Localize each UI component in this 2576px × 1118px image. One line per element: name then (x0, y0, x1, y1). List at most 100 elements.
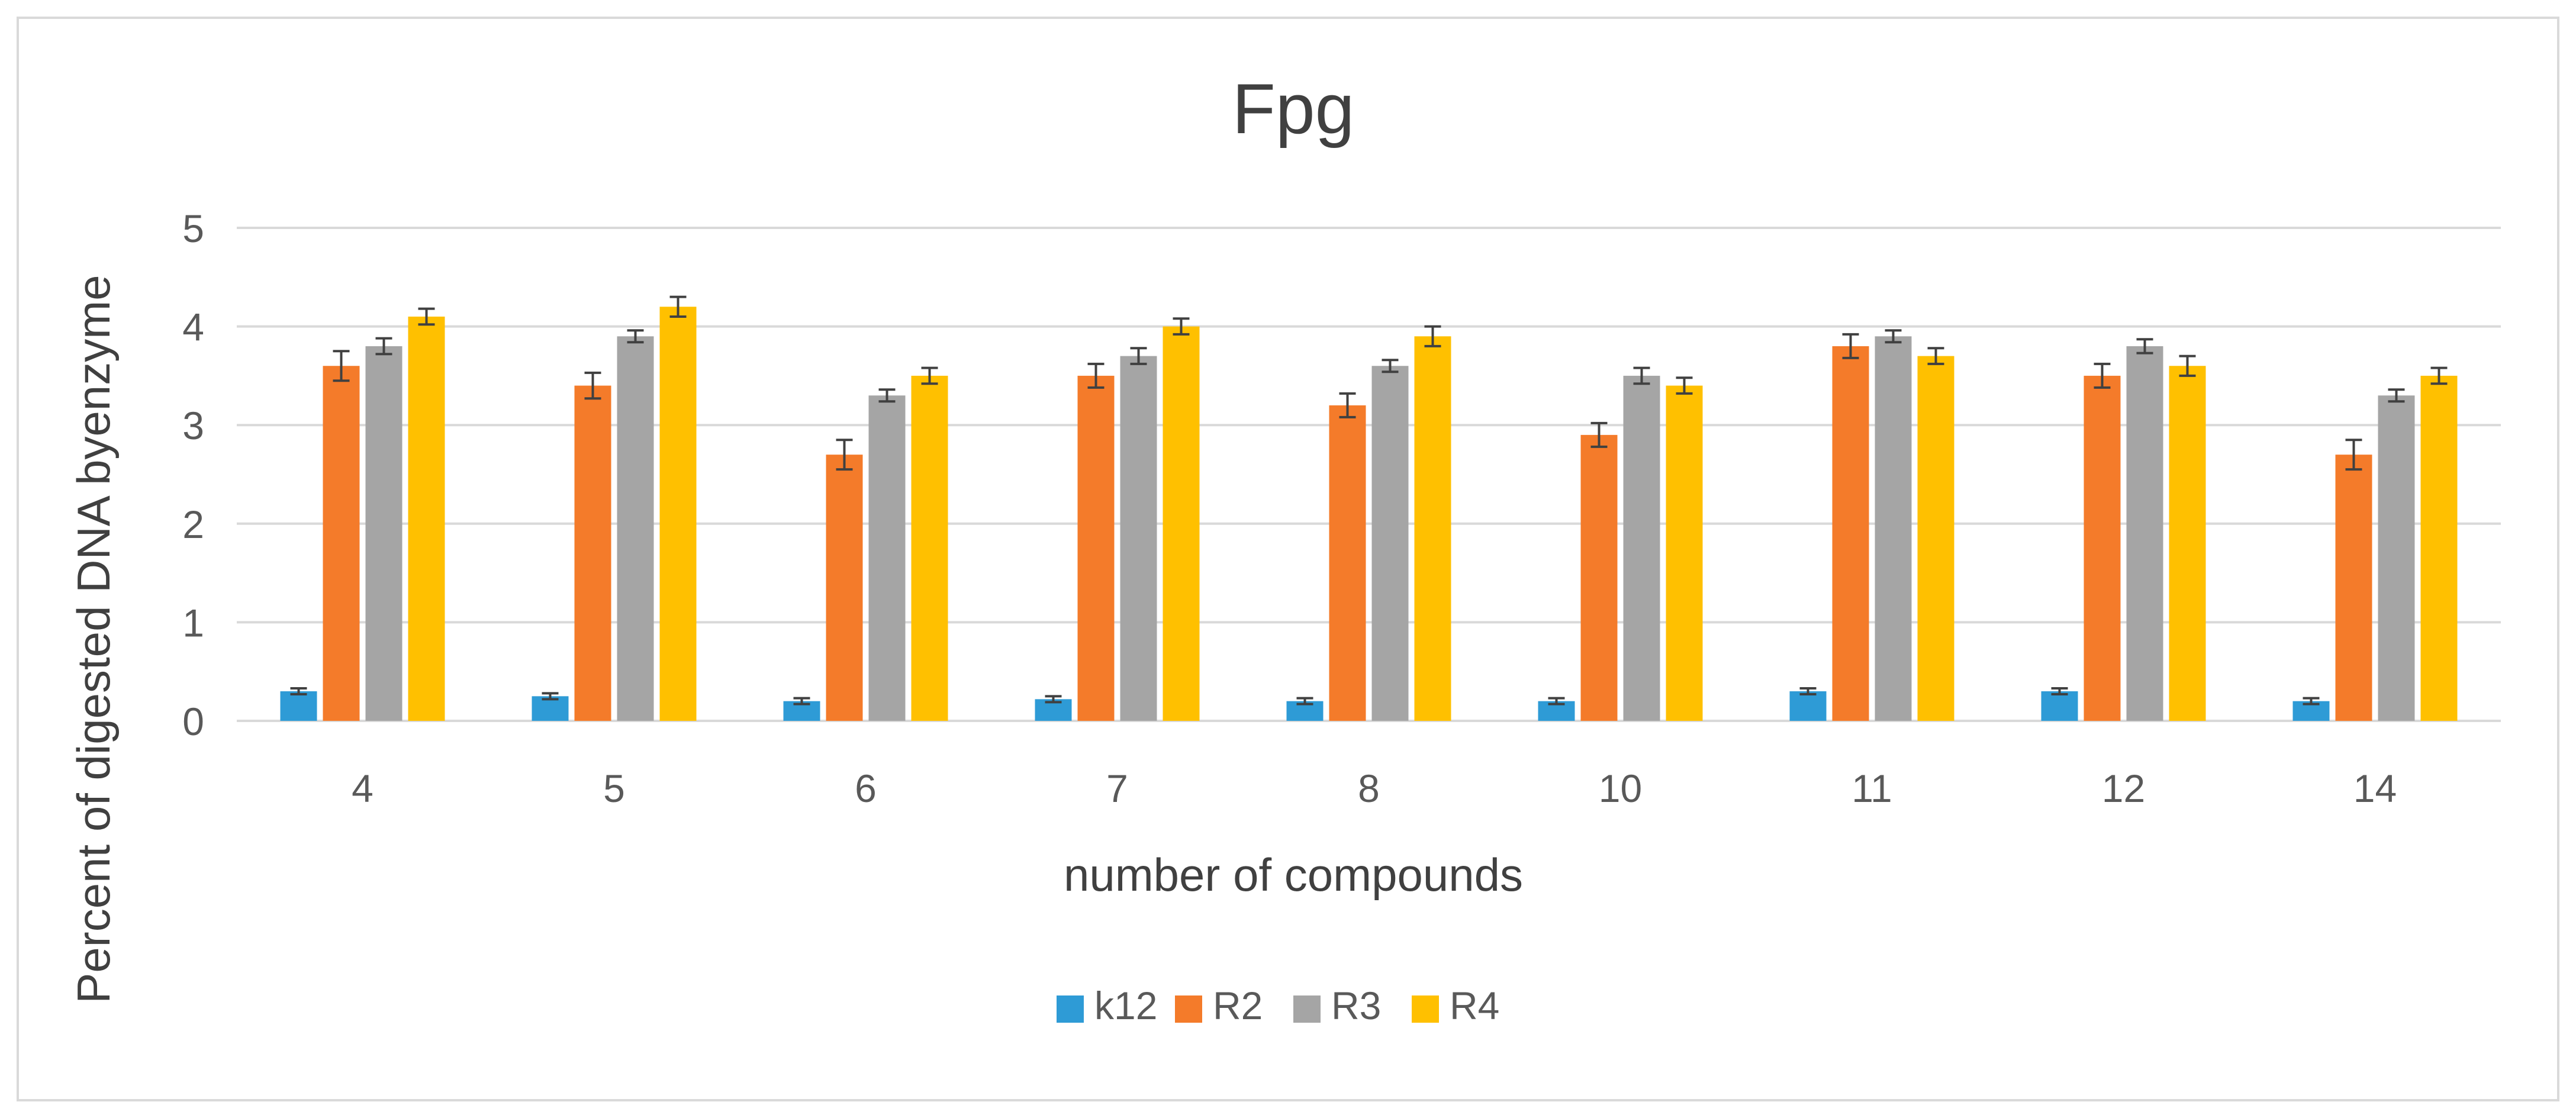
error-bar (1927, 347, 1944, 365)
error-bar (669, 295, 687, 318)
x-tick-label: 7 (1106, 766, 1128, 810)
error-bar (2136, 338, 2153, 355)
bar-R2 (1329, 405, 1366, 721)
error-bar (2345, 439, 2362, 471)
error-bar (584, 371, 601, 400)
chart-title: Fpg (1232, 69, 1355, 149)
error-bar (2303, 697, 2320, 705)
error-bars (290, 295, 2448, 705)
legend-swatch (1293, 995, 1321, 1023)
error-bar (1590, 421, 1608, 448)
bar-R4 (1666, 385, 1703, 721)
error-bar (836, 439, 853, 471)
error-bar (1296, 697, 1313, 705)
x-tick-label: 5 (603, 766, 625, 810)
error-bar (418, 307, 435, 326)
error-bar (1173, 317, 1190, 336)
bar-R4 (911, 375, 948, 721)
error-bar (1842, 333, 1859, 359)
bar-R2 (574, 385, 611, 721)
legend-item-R3: R3 (1293, 984, 1381, 1027)
error-bar (1382, 359, 1399, 373)
x-tick-label: 10 (1599, 766, 1642, 810)
error-bar (2179, 355, 2196, 377)
bar-R3 (617, 336, 654, 721)
bar-R4 (1414, 336, 1451, 721)
y-tick-label: 3 (182, 404, 204, 447)
bar-R4 (408, 316, 445, 721)
y-tick-label: 0 (182, 700, 204, 743)
legend-swatch (1412, 995, 1439, 1023)
x-tick-label: 6 (855, 766, 877, 810)
bar-k12 (1789, 691, 1827, 721)
error-bar (1130, 347, 1147, 365)
bar-R3 (1371, 366, 1409, 721)
legend-label: R3 (1331, 984, 1381, 1027)
bar-R4 (1163, 326, 1200, 721)
bar-R2 (826, 455, 863, 721)
legend-item-k12: k12 (1057, 984, 1157, 1027)
gridlines (237, 227, 2501, 722)
error-bar (1339, 392, 1356, 418)
y-axis-title: Percent of digested DNA byenzyme (67, 275, 120, 1003)
bar-R3 (1623, 375, 1660, 721)
bar-k12 (280, 691, 317, 721)
error-bar (1633, 366, 1650, 385)
bars (280, 307, 2458, 721)
legend-item-R4: R4 (1412, 984, 1499, 1027)
error-bar (290, 687, 307, 696)
x-tick-label: 8 (1358, 766, 1380, 810)
x-tick-label: 12 (2102, 766, 2145, 810)
error-bar (1087, 362, 1105, 389)
bar-R2 (323, 366, 360, 721)
x-axis-title: number of compounds (1064, 849, 1523, 901)
error-bar (793, 697, 810, 705)
error-bar (1799, 687, 1817, 696)
bar-R3 (1875, 336, 1912, 721)
y-tick-label: 4 (182, 305, 204, 349)
legend-swatch (1057, 995, 1084, 1023)
bar-R3 (365, 346, 402, 721)
bar-R4 (1917, 356, 1954, 721)
legend: k12 R2 R3 R4 (1057, 984, 1499, 1027)
error-bar (1676, 376, 1693, 395)
error-bar (333, 350, 350, 382)
bar-R2 (2335, 455, 2372, 721)
error-bar (627, 329, 644, 344)
error-bar (542, 692, 559, 701)
error-bar (1548, 697, 1565, 705)
error-bar (921, 366, 938, 385)
bar-R4 (2169, 366, 2206, 721)
x-tick-label: 11 (1852, 766, 1892, 810)
y-tick-label: 2 (182, 502, 204, 546)
legend-label: k12 (1094, 984, 1157, 1027)
legend-item-R2: R2 (1175, 984, 1263, 1027)
bar-R4 (659, 307, 697, 721)
x-tick-label: 14 (2353, 766, 2397, 810)
bar-R3 (2378, 395, 2415, 721)
y-axis-tick-labels: 0 1 2 3 4 5 (182, 207, 204, 743)
legend-swatch (1175, 995, 1202, 1023)
error-bar (2094, 362, 2111, 389)
error-bar (375, 337, 392, 356)
bar-R2 (1077, 375, 1115, 721)
error-bar (2051, 687, 2068, 696)
error-bar (1045, 695, 1062, 704)
legend-label: R2 (1213, 984, 1263, 1027)
legend-label: R4 (1450, 984, 1499, 1027)
y-tick-label: 1 (182, 601, 204, 645)
bar-k12 (2041, 691, 2078, 721)
error-bar (878, 388, 896, 403)
bar-R3 (1120, 356, 1157, 721)
bar-R3 (2126, 346, 2163, 721)
bar-R2 (1832, 346, 1869, 721)
error-bar (2388, 388, 2405, 403)
bar-R2 (1580, 434, 1618, 721)
error-bar (2430, 366, 2448, 385)
x-tick-label: 4 (352, 766, 373, 810)
error-bar (1424, 325, 1441, 347)
y-tick-label: 5 (182, 207, 204, 250)
error-bar (1885, 329, 1902, 344)
bar-R4 (2420, 375, 2458, 721)
